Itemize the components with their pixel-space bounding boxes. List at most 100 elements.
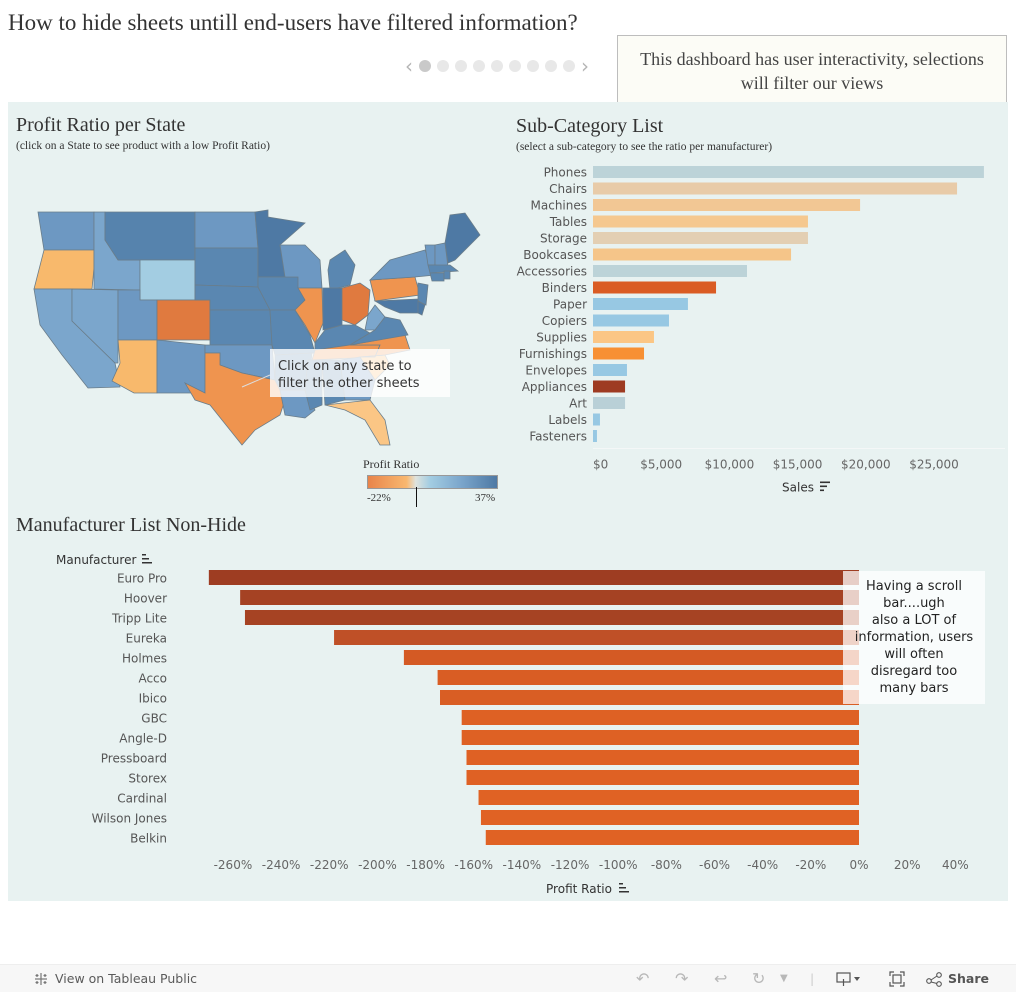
subcategory-label[interactable]: Tables [549,215,587,229]
subcategory-label[interactable]: Paper [553,298,587,312]
manufacturer-label[interactable]: Eureka [126,632,167,646]
subcategory-label[interactable]: Bookcases [523,248,587,262]
state-washington[interactable] [37,211,95,251]
pager-dot[interactable] [419,60,431,72]
state-ohio[interactable] [341,282,371,326]
refresh-icon[interactable]: ↻ [752,969,766,988]
manufacturer-label[interactable]: Hoover [124,592,167,606]
state-illinois[interactable] [294,287,324,344]
pager-dot[interactable] [545,60,557,72]
state-arizona[interactable] [111,339,158,394]
subcategory-bar[interactable] [593,248,792,261]
manufacturer-bar[interactable] [208,570,860,585]
sort-descending-icon[interactable] [820,481,830,492]
state-south-dakota[interactable] [194,247,259,288]
profit-ratio-sort-icon[interactable] [619,883,629,893]
subcategory-label[interactable]: Phones [544,166,587,180]
manufacturer-bar[interactable] [440,690,859,705]
subcategory-bar[interactable] [593,413,600,426]
subcategory-bar[interactable] [593,281,717,294]
subcategory-bar[interactable] [593,364,627,376]
state-maine[interactable] [444,212,481,264]
sort-icon[interactable] [142,554,152,564]
state-pennsylvania[interactable] [369,276,421,302]
manufacturer-bar[interactable] [437,670,859,685]
share-button[interactable]: Share [926,965,989,992]
state-michigan[interactable] [327,249,356,291]
manufacturer-label[interactable]: Belkin [130,832,167,846]
fullscreen-icon[interactable] [888,965,906,992]
manufacturer-bar[interactable] [466,770,859,785]
manufacturer-label[interactable]: GBC [141,712,167,726]
manufacturer-label[interactable]: Storex [128,772,167,786]
manufacturer-bar[interactable] [244,610,859,625]
subcategory-bar[interactable] [593,380,626,393]
manufacturer-bar[interactable] [461,730,859,745]
subcategory-label[interactable]: Fasteners [529,430,587,444]
state-connecticut[interactable] [429,272,445,282]
subcategory-label[interactable]: Storage [540,232,587,246]
subcategory-bar[interactable] [593,331,654,343]
state-massachusetts[interactable] [427,264,460,274]
subcategory-bar[interactable] [593,199,861,211]
chevron-left-icon[interactable]: ‹ [405,54,413,78]
manufacturer-bar[interactable] [240,590,860,605]
manufacturer-bar[interactable] [403,650,859,665]
manufacturer-bar[interactable] [334,630,859,645]
redo-icon[interactable]: ↷ [675,969,689,988]
undo-icon[interactable]: ↶ [636,969,650,988]
state-florida[interactable] [324,399,391,446]
manufacturer-label[interactable]: Cardinal [117,792,167,806]
state-indiana[interactable] [322,287,343,331]
subcategory-label[interactable]: Copiers [542,314,587,328]
subcategory-bar[interactable] [593,215,808,228]
subcategory-label[interactable]: Supplies [536,331,587,345]
state-rhode-island[interactable] [443,270,451,280]
state-virginia[interactable] [349,316,409,346]
pager-dot[interactable] [491,60,503,72]
state-maryland[interactable] [373,298,421,314]
subcategory-label[interactable]: Furnishings [519,347,587,361]
manufacturer-bar[interactable] [480,810,859,825]
manufacturer-label[interactable]: Tripp Lite [111,612,167,626]
state-kansas[interactable] [209,309,273,346]
subcategory-bar[interactable] [593,314,669,327]
state-north-dakota[interactable] [194,211,259,249]
subcategory-label[interactable]: Envelopes [525,364,587,378]
pager-dot[interactable] [437,60,449,72]
manufacturer-bar[interactable] [466,750,859,765]
manufacturer-label[interactable]: Ibico [139,692,167,706]
manufacturer-label[interactable]: Euro Pro [117,572,167,586]
subcategory-label[interactable]: Chairs [549,182,587,196]
view-on-tableau-public-link[interactable]: View on Tableau Public [33,965,197,992]
subcategory-bar[interactable] [593,166,984,178]
subcategory-bar[interactable] [593,182,958,195]
us-states-map[interactable] [30,205,490,450]
manufacturer-bar[interactable] [478,790,859,805]
subcategory-label[interactable]: Art [569,397,587,411]
download-icon[interactable] [836,965,862,992]
subcategory-bar[interactable] [593,347,645,360]
state-montana[interactable] [104,211,196,261]
subcategory-label[interactable]: Machines [531,199,587,213]
pager-dot[interactable] [509,60,521,72]
pager-dot[interactable] [563,60,575,72]
state-new-york[interactable] [368,249,436,281]
state-new-mexico[interactable] [156,339,206,394]
subcategory-bar[interactable] [593,397,626,409]
state-texas[interactable] [183,352,286,446]
manufacturer-bar[interactable] [485,830,859,845]
subcategory-label[interactable]: Labels [548,413,587,427]
pager-dot[interactable] [455,60,467,72]
state-new-jersey[interactable] [417,282,429,306]
state-delaware[interactable] [417,300,426,316]
subcategory-bar[interactable] [593,232,808,244]
manufacturer-label[interactable]: Acco [138,672,167,686]
pager-dot[interactable] [473,60,485,72]
state-oregon[interactable] [33,249,95,290]
pager-dot[interactable] [527,60,539,72]
state-wyoming[interactable] [139,259,196,301]
subcategory-label[interactable]: Accessories [517,265,587,279]
revert-icon[interactable]: ↩ [714,969,728,988]
manufacturer-label[interactable]: Pressboard [101,752,167,766]
